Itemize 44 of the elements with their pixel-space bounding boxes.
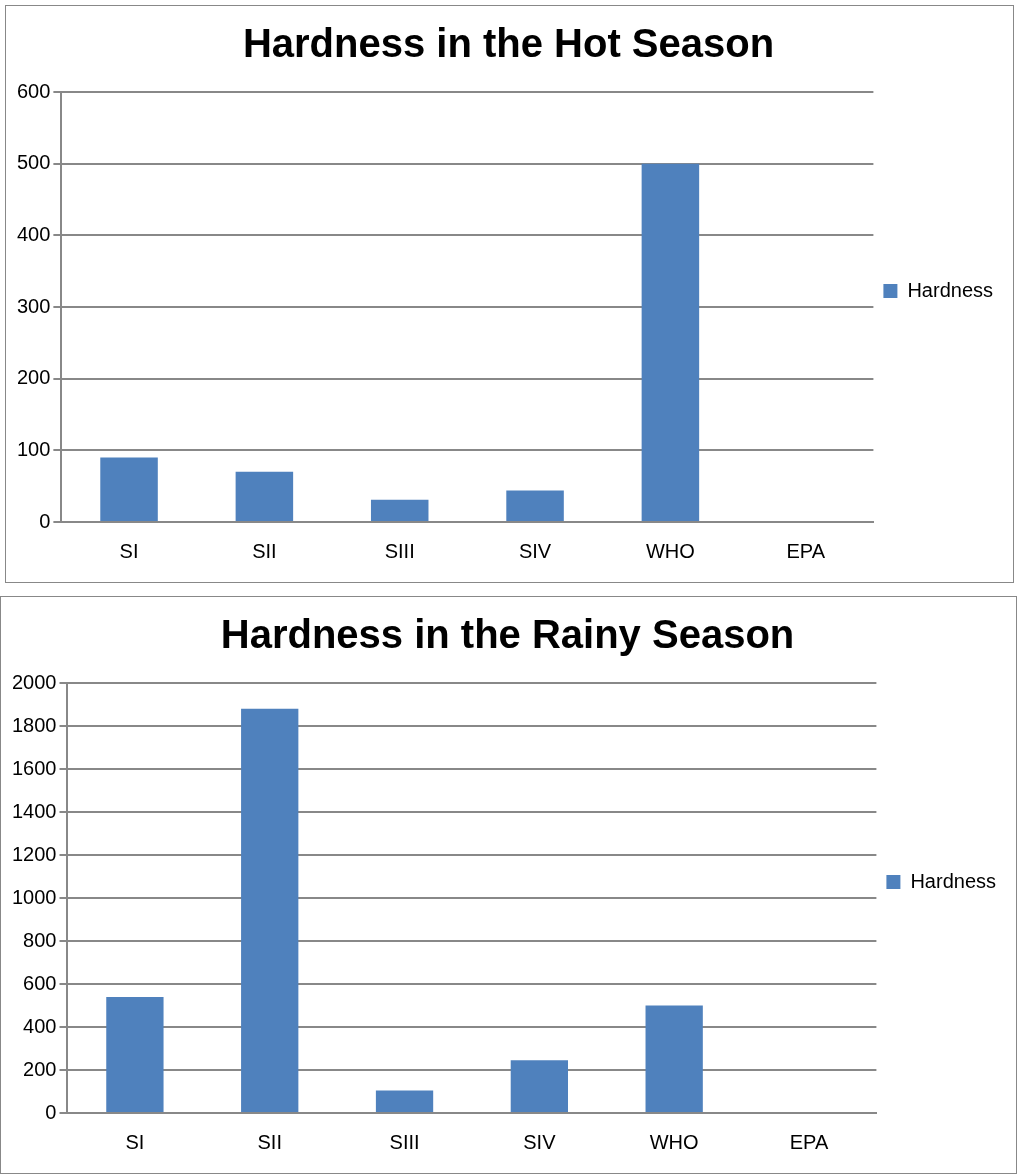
x-tick-label: EPA (789, 1130, 829, 1153)
y-tick-label: 0 (39, 509, 51, 532)
bar (100, 457, 158, 521)
x-tick-label: EPA (786, 539, 826, 562)
y-tick-label: 1200 (11, 842, 57, 865)
x-tick-label: SIII (384, 539, 415, 562)
y-tick-label: 200 (16, 366, 51, 389)
y-tick-label: 800 (23, 928, 57, 951)
y-tick-label: 200 (23, 1057, 57, 1080)
y-tick-label: 400 (16, 222, 51, 245)
x-tick-label: SIII (389, 1130, 420, 1153)
bar (510, 1060, 569, 1112)
y-tick-label: 1600 (11, 756, 57, 779)
x-tick-label: SIV (523, 1130, 557, 1153)
bar (235, 471, 294, 521)
x-tick-label: SI (119, 539, 139, 562)
y-tick-label: 1800 (11, 713, 57, 736)
y-tick-label: 600 (16, 79, 51, 102)
y-tick-label: 100 (16, 437, 51, 460)
y-tick-label: 1000 (11, 885, 57, 908)
bar (375, 1090, 434, 1112)
bar (241, 708, 299, 1112)
y-tick-label: 1400 (11, 799, 57, 822)
y-tick-label: 2000 (11, 670, 57, 693)
y-tick-label: 600 (23, 971, 57, 994)
chart-title: Hardness in the Hot Season (242, 21, 775, 66)
bar (506, 490, 564, 521)
y-tick-label: 500 (16, 151, 51, 174)
x-tick-label: SI (125, 1130, 145, 1153)
x-tick-label: SII (252, 539, 277, 562)
x-tick-label: SIV (518, 539, 552, 562)
y-tick-label: 300 (16, 294, 51, 317)
legend-label: Hardness (907, 278, 994, 301)
x-tick-label: WHO (649, 1130, 699, 1153)
chart-title: Hardness in the Rainy Season (220, 612, 795, 657)
legend-label: Hardness (910, 869, 997, 892)
bar (645, 1005, 703, 1112)
bar (370, 499, 429, 521)
bar (641, 163, 700, 521)
y-tick-label: 400 (23, 1014, 57, 1037)
y-tick-label: 0 (45, 1100, 57, 1123)
bar (106, 996, 164, 1112)
x-tick-label: SII (257, 1130, 282, 1153)
x-tick-label: WHO (645, 539, 695, 562)
